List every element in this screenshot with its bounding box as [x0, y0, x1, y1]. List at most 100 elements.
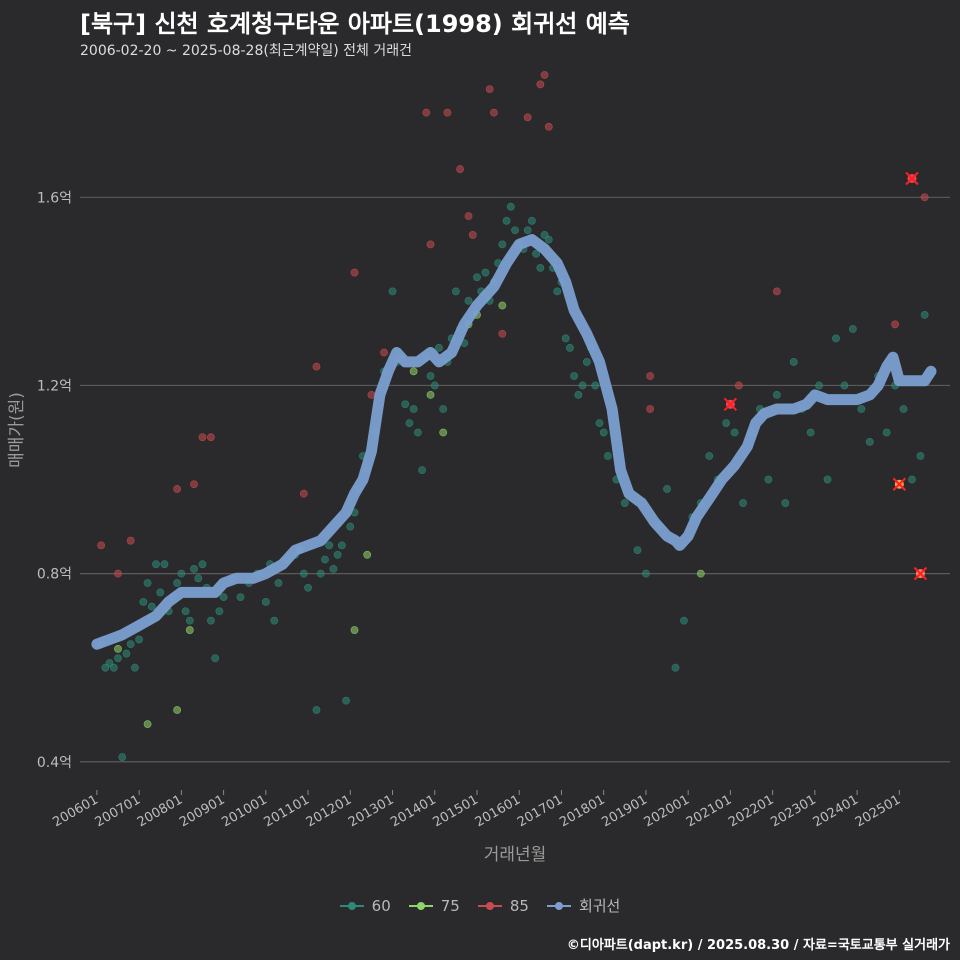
- data-point-60: [236, 593, 245, 602]
- data-point-60: [337, 541, 346, 550]
- data-point-85: [544, 122, 553, 131]
- data-point-60: [405, 419, 414, 427]
- data-point-60: [198, 560, 207, 569]
- data-point-85: [299, 489, 308, 498]
- data-point-60: [211, 654, 220, 663]
- data-point-60: [663, 485, 671, 493]
- legend-key-60: [339, 900, 364, 912]
- data-point-85: [422, 108, 431, 117]
- data-point-60: [325, 541, 334, 550]
- data-point-60: [426, 372, 435, 380]
- data-point-85: [173, 485, 182, 493]
- data-point-60: [680, 616, 688, 625]
- data-point-60: [730, 428, 739, 437]
- legend-item-75: 75: [408, 895, 460, 916]
- regression-line-path: [91, 234, 937, 650]
- data-point-60: [772, 390, 781, 399]
- x-tick-label: 200901: [177, 792, 227, 830]
- data-point-60: [181, 607, 190, 616]
- data-point-60: [329, 565, 338, 573]
- data-point-75: [173, 706, 182, 714]
- data-point-60: [620, 499, 629, 507]
- data-point-85: [350, 268, 359, 277]
- data-point-60: [642, 569, 650, 578]
- x-tick-label: 201101: [262, 792, 312, 830]
- data-point-60: [418, 466, 426, 475]
- data-point-85: [126, 536, 135, 545]
- x-tick-label: 202001: [642, 792, 692, 830]
- data-point-85: [97, 541, 106, 550]
- data-point-75: [143, 720, 152, 729]
- data-point-60: [604, 452, 612, 460]
- scatter-points: [97, 71, 929, 761]
- data-point-60: [388, 287, 397, 296]
- data-point-60: [764, 475, 773, 484]
- data-point-60: [135, 635, 144, 644]
- legend-label-60: 60: [371, 896, 391, 915]
- x-tick-label: 202201: [726, 792, 776, 830]
- data-point-60: [561, 334, 570, 343]
- data-point-60: [739, 499, 747, 507]
- forecast-marker-cross: [723, 397, 738, 411]
- data-point-60: [815, 381, 823, 390]
- data-point-60: [321, 555, 329, 564]
- data-point-60: [523, 226, 532, 235]
- data-point-60: [899, 405, 908, 413]
- data-point-60: [848, 325, 857, 333]
- data-point-60: [544, 235, 553, 244]
- data-point-60: [527, 216, 536, 225]
- data-point-60: [591, 381, 600, 390]
- x-tick-label: 201701: [515, 792, 565, 830]
- data-point-60: [185, 616, 194, 625]
- data-point-60: [781, 499, 790, 507]
- x-tick-label: 200801: [135, 792, 185, 830]
- data-point-85: [114, 569, 122, 578]
- data-point-60: [722, 419, 731, 427]
- data-point-60: [451, 287, 460, 296]
- data-point-60: [401, 400, 410, 409]
- data-point-60: [126, 640, 135, 649]
- data-point-60: [857, 405, 866, 413]
- data-point-85: [198, 433, 207, 442]
- data-point-60: [177, 569, 186, 578]
- data-point-85: [312, 362, 321, 371]
- data-point-60: [806, 428, 815, 437]
- x-tick-label: 201801: [557, 792, 607, 830]
- y-tick-label: 1.2억: [37, 378, 72, 394]
- data-point-60: [143, 579, 152, 587]
- x-tick-label: 202501: [853, 792, 903, 830]
- x-tick-label: 202101: [684, 792, 734, 830]
- data-point-60: [532, 249, 541, 258]
- x-tick-label: 200601: [50, 792, 100, 830]
- data-point-60: [152, 560, 160, 569]
- legend-label-regression: 회귀선: [578, 897, 621, 915]
- data-point-60: [114, 654, 122, 663]
- data-point-85: [443, 108, 452, 117]
- data-point-85: [734, 381, 743, 390]
- data-point-60: [156, 588, 165, 597]
- data-point-60: [566, 343, 574, 352]
- data-point-60: [270, 616, 279, 625]
- data-point-60: [789, 358, 798, 366]
- data-point-60: [553, 287, 562, 296]
- forecast-marker-cross: [913, 566, 928, 581]
- data-point-75: [439, 428, 448, 437]
- data-point-75: [409, 367, 418, 376]
- legend-item-regression: 회귀선: [546, 895, 621, 916]
- data-point-60: [346, 522, 355, 531]
- data-point-60: [160, 560, 169, 569]
- data-point-60: [498, 240, 507, 249]
- gridlines: [80, 196, 950, 763]
- y-tick-label: 0.8억: [37, 567, 72, 583]
- data-point-60: [671, 663, 680, 672]
- data-point-85: [920, 193, 929, 202]
- data-point-60: [190, 565, 198, 573]
- data-point-60: [536, 263, 545, 272]
- data-point-85: [426, 240, 435, 249]
- data-point-60: [304, 583, 312, 592]
- forecast-marker: [913, 566, 928, 581]
- data-point-60: [312, 706, 321, 714]
- data-point-60: [502, 216, 511, 225]
- y-tick-label: 1.6억: [37, 190, 72, 206]
